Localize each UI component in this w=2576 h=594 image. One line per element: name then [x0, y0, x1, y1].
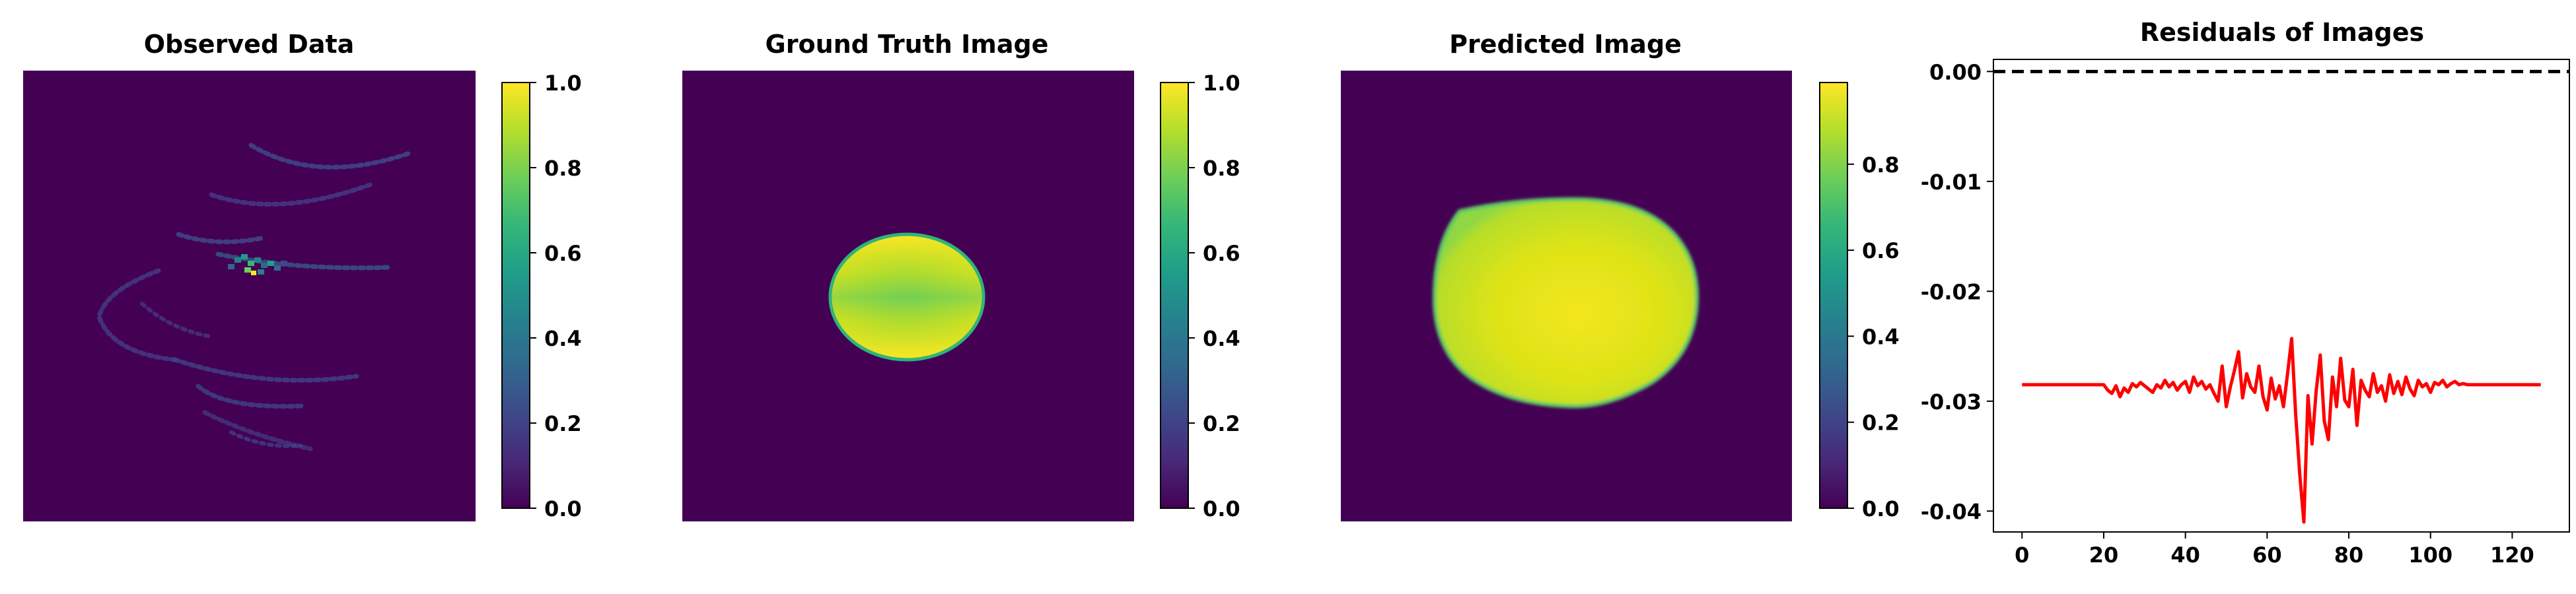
panel-title-observed-data: Observed Data [144, 30, 355, 59]
spiral-trace [248, 143, 412, 170]
spiral-trace [140, 302, 213, 339]
spiral-trace [229, 430, 303, 448]
bright-pixel [268, 261, 274, 266]
y-tick-label: -0.02 [1921, 279, 1982, 304]
colorbar-tick-label: 0.8 [1862, 152, 1900, 178]
bright-pixel [234, 257, 241, 263]
colorbar-ticks-predicted: 0.0 0.2 0.4 0.6 0.8 [1847, 152, 1900, 521]
bright-pixel [274, 265, 281, 271]
bright-pixel [261, 263, 268, 268]
colorbar-tick-label: 0.4 [544, 326, 582, 351]
x-tick-label: 40 [2170, 543, 2200, 568]
y-tick-label: -0.01 [1921, 170, 1982, 195]
colorbar-tick-label: 0.8 [1203, 156, 1240, 181]
y-tick-label: -0.03 [1921, 389, 1982, 414]
residual-series-line [2022, 337, 2541, 524]
bright-pixel [244, 267, 251, 273]
colorbar-tick-label: 1.0 [544, 71, 582, 96]
colorbar-predicted [1819, 82, 1848, 509]
observed-data-heatmap [23, 71, 476, 521]
colorbar-tick-label: 0.0 [544, 496, 582, 521]
x-tick-label: 0 [2015, 543, 2029, 568]
colorbar-tick-label: 0.6 [1862, 238, 1900, 263]
colorbar-ground-truth [1160, 82, 1189, 509]
bright-pixel [248, 261, 254, 266]
colorbar-tick-label: 0.6 [1203, 241, 1240, 266]
residuals-axes-frame [1993, 59, 2570, 533]
spiral-trace [96, 268, 178, 362]
panel-title-residuals: Residuals of Images [2140, 18, 2424, 47]
y-tick-label: 0.00 [1929, 59, 1982, 84]
colorbar-tick-label: 0.4 [1203, 326, 1240, 351]
colorbar-ticks-ground-truth: 0.0 0.2 0.4 0.6 0.8 1.0 [1188, 71, 1240, 521]
colorbar-tick-label: 0.0 [1203, 496, 1240, 521]
colorbar-tick-label: 1.0 [1203, 71, 1240, 96]
bright-pixel [251, 271, 256, 275]
panel-title-predicted: Predicted Image [1449, 30, 1682, 59]
spiral-trace [176, 232, 267, 244]
residuals-plot-area: 0 20 40 60 80 100 120 0.00 -0.01 -0.02 -0.03 -0.04 [1921, 59, 2569, 568]
bright-pixel [258, 269, 264, 275]
bright-pixel [254, 257, 261, 263]
x-tick-label: 20 [2089, 543, 2119, 568]
bright-pixel [228, 264, 234, 269]
predicted-blob [1432, 197, 1699, 409]
x-tick-label: 100 [2408, 543, 2452, 568]
colorbar-tick-label: 0.6 [544, 241, 582, 266]
y-tick-label: -0.04 [1921, 499, 1982, 524]
panel-ground-truth: Ground Truth Image 0.0 0.2 0.4 0.6 0.8 1.0 [682, 30, 1240, 521]
colorbar-tick-label: 0.2 [1203, 411, 1240, 436]
ground-truth-disk-band [832, 236, 982, 358]
panel-observed-data: Observed Data [23, 30, 582, 521]
colorbar-ticks-observed: 0.0 0.2 0.4 0.6 0.8 1.0 [530, 71, 582, 521]
panel-title-ground-truth: Ground Truth Image [766, 30, 1049, 59]
bright-pixel [281, 261, 287, 266]
spiral-trace [172, 357, 359, 383]
x-tick-label: 60 [2252, 543, 2282, 568]
colorbar-tick-label: 0.4 [1862, 324, 1900, 349]
colorbar-observed [501, 82, 530, 509]
panel-residuals: Residuals of Images 0 20 40 60 80 100 120 0.00 -… [1921, 18, 2570, 568]
bright-pixel [241, 254, 248, 259]
colorbar-tick-label: 0.8 [544, 156, 582, 181]
colorbar-tick-label: 0.2 [544, 411, 582, 436]
observed-data-traces [96, 143, 412, 451]
spiral-trace [196, 383, 306, 409]
x-tick-label: 80 [2334, 543, 2364, 568]
x-tick-label: 120 [2490, 543, 2534, 568]
colorbar-tick-label: 0.0 [1862, 496, 1900, 521]
panel-predicted: Predicted Image 0.0 0.2 0.4 0.6 0.8 [1341, 30, 1900, 521]
colorbar-tick-label: 0.2 [1862, 411, 1900, 436]
spiral-trace [209, 182, 373, 207]
